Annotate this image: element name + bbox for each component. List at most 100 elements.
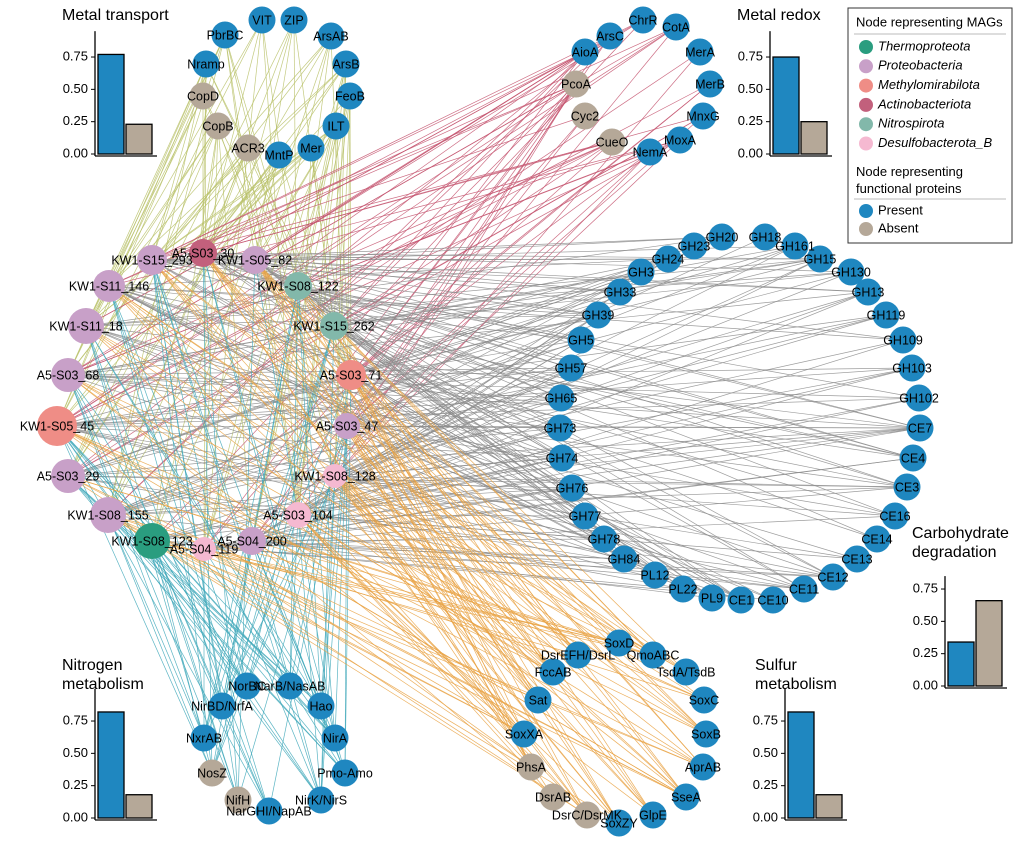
protein-node: [571, 102, 599, 130]
edge: [151, 367, 913, 542]
protein-label: PcoA: [561, 77, 592, 91]
edge: [67, 374, 908, 488]
protein-node: [854, 278, 882, 306]
y-tick-label: 0.00: [63, 809, 88, 824]
edge: [297, 285, 572, 369]
edge: [202, 252, 579, 656]
y-tick-label: 0.00: [738, 145, 763, 160]
protein-node: [517, 753, 545, 781]
bar: [97, 711, 125, 819]
y-tick-label: 0.00: [913, 677, 938, 692]
protein-label: DsrAB: [535, 790, 571, 804]
protein-label: GH76: [556, 481, 589, 495]
edge: [346, 271, 642, 427]
protein-label: VIT: [252, 13, 272, 27]
protein-label: GlpE: [639, 808, 667, 822]
edge: [289, 285, 299, 687]
edge: [350, 374, 588, 816]
protein-label: GH130: [831, 265, 871, 279]
protein-node: [680, 232, 708, 260]
protein-label: DsrEFH/DsrL: [541, 648, 615, 662]
protein-node: [571, 502, 599, 530]
edge: [297, 514, 858, 560]
protein-label: ArsAB: [313, 29, 348, 43]
edge: [107, 258, 669, 516]
protein-label: SoxD: [604, 636, 635, 650]
y-tick-label: 0.50: [63, 81, 88, 96]
mag-label: A5-S03_29: [37, 469, 100, 483]
protein-node: [654, 245, 682, 273]
protein-label: CueO: [596, 135, 629, 149]
y-tick-label: 0.25: [738, 113, 763, 128]
edge: [346, 425, 539, 701]
legend-swatch: [859, 78, 873, 93]
edge: [56, 367, 913, 427]
protein-label: Pmo-Amo: [317, 766, 373, 780]
protein-node: [204, 112, 232, 140]
bar: [772, 56, 800, 155]
bar: [97, 53, 125, 155]
edge: [350, 83, 577, 376]
y-tick-label: 0.75: [753, 712, 778, 727]
edge: [56, 367, 572, 427]
protein-node: [672, 658, 700, 686]
mag-label: A5-S03_68: [37, 368, 100, 382]
edge: [350, 374, 914, 459]
protein-label: CE1: [729, 593, 753, 607]
protein-node: [872, 301, 900, 329]
edge: [297, 514, 704, 768]
edge: [107, 125, 337, 516]
protein-label: ILT: [327, 119, 344, 133]
protein-node: [280, 6, 308, 34]
edge: [202, 252, 563, 459]
protein-node: [889, 326, 917, 354]
nodes: VIT ZIP PbrBC ArsAB Nramp ArsB CopD FeoB CopB ILT…: [20, 6, 939, 837]
edge: [333, 141, 613, 327]
protein-label: NifH: [226, 793, 250, 807]
mag-node: [93, 270, 125, 302]
edge: [254, 259, 834, 578]
edge: [107, 245, 796, 516]
edge: [151, 540, 336, 739]
edge: [56, 139, 681, 427]
protein-node: [662, 13, 690, 41]
bar: [815, 794, 843, 819]
edge: [254, 259, 532, 768]
protein-label: ArsC: [596, 29, 624, 43]
edge: [151, 540, 270, 812]
protein-node: [605, 629, 633, 657]
edge: [85, 325, 579, 656]
protein-node: [297, 134, 325, 162]
protein-node: [690, 686, 718, 714]
edge: [67, 374, 205, 739]
protein-label: DsrC/DsrMK: [552, 808, 623, 822]
edge: [56, 154, 280, 427]
protein-node: [893, 473, 921, 501]
edge: [297, 285, 562, 399]
edge: [297, 285, 914, 459]
edge: [85, 325, 239, 801]
edge: [334, 475, 588, 816]
edge: [202, 147, 312, 254]
protein-label: ZIP: [284, 13, 303, 27]
mag-node: [285, 502, 311, 528]
edge: [217, 125, 253, 542]
bar: [787, 711, 815, 819]
legend-swatch: [859, 204, 873, 218]
edge: [56, 425, 704, 768]
protein-label: CE13: [841, 552, 872, 566]
legend-label: Methylomirabilota: [878, 77, 980, 92]
edge: [297, 141, 613, 287]
protein-label: FeoB: [335, 89, 365, 103]
y-tick-label: 0.75: [63, 48, 88, 63]
mag-node: [238, 527, 266, 555]
protein-label: SoxZY: [600, 816, 638, 830]
edge: [85, 325, 774, 601]
edge: [108, 285, 914, 459]
edge: [151, 51, 586, 261]
edge: [108, 285, 687, 673]
edge: [108, 285, 904, 341]
edge: [151, 259, 687, 673]
edge: [334, 457, 563, 477]
